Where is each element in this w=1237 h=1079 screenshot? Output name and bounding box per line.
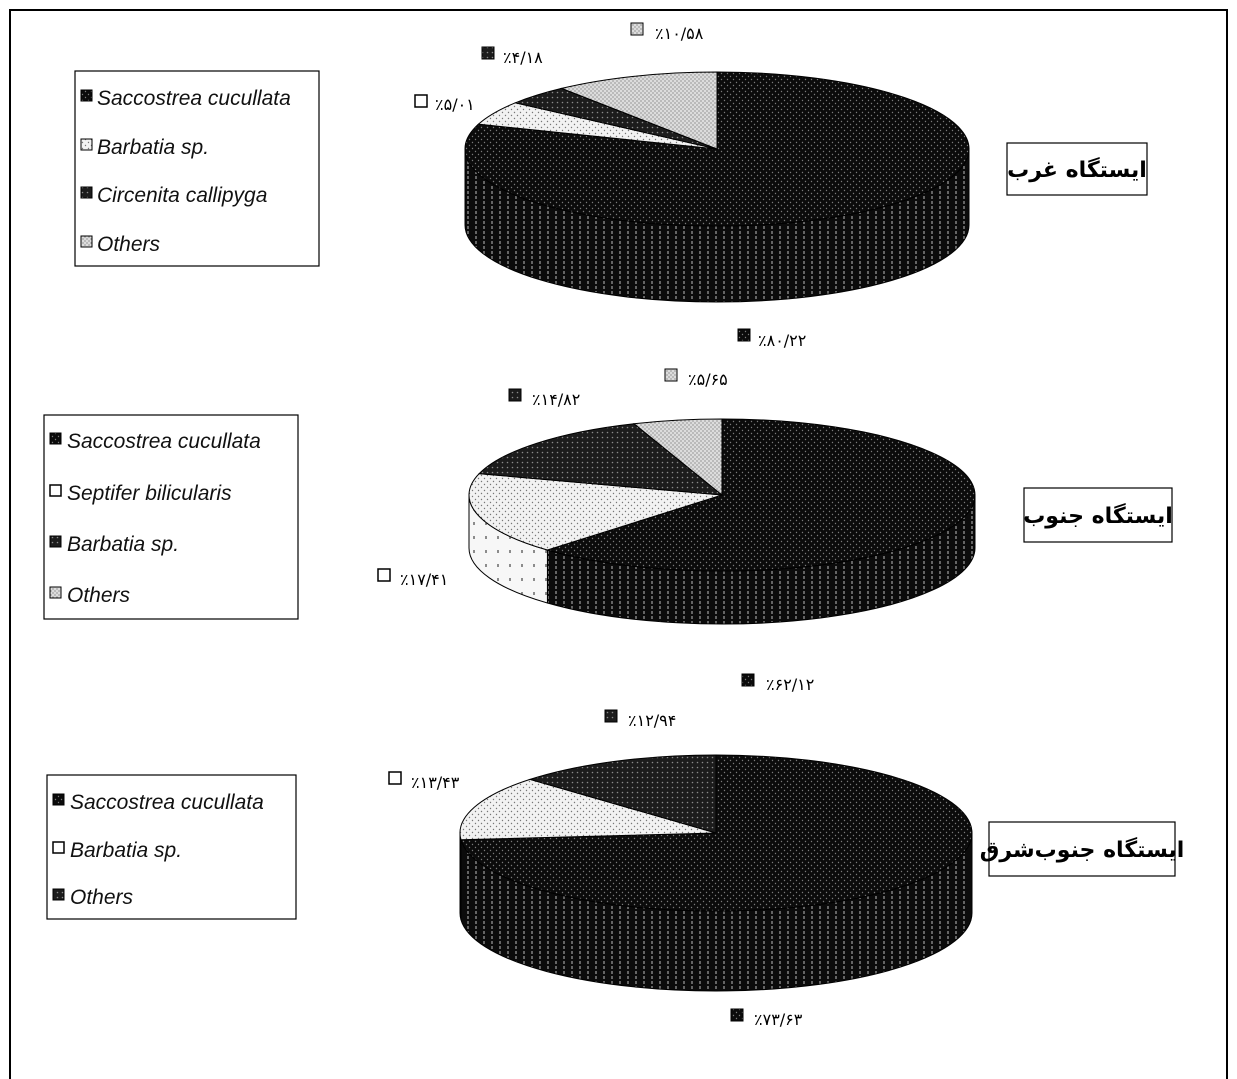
slice-septifer — [468, 473, 723, 551]
legend-label: Barbatia sp. — [97, 136, 209, 159]
data-label-swatch — [730, 1008, 744, 1022]
chart-legend: Saccostrea cucullata Septifer biliculari… — [43, 414, 299, 620]
data-label: ٪۵/۰۱ — [414, 94, 475, 114]
figure-frame — [9, 9, 1228, 1079]
legend-label: Saccostrea cucullata — [67, 430, 261, 453]
chart-title-box: ایستگاه جنوب — [1023, 487, 1173, 543]
pie-3d — [459, 754, 973, 992]
data-label: ٪۱۳/۴۳ — [388, 771, 460, 792]
pie-top-face — [464, 71, 970, 227]
legend-label: Septifer bilicularis — [67, 482, 232, 505]
data-label-swatch — [741, 673, 755, 687]
legend-box — [43, 414, 299, 620]
data-label-text: ٪۱۴/۸۲ — [532, 390, 580, 409]
data-label-text: ٪۸۰/۲۲ — [758, 331, 806, 350]
legend-swatch — [80, 138, 93, 151]
data-label-swatch — [481, 46, 495, 60]
legend-swatch — [49, 484, 62, 497]
data-label: ٪۷۳/۶۳ — [730, 1008, 803, 1029]
southeast-station-pie-chart: Saccostrea cucullata Barbatia sp. Others… — [46, 709, 1185, 1029]
data-label: ٪۸۰/۲۲ — [737, 328, 806, 350]
slice-barbatia — [478, 423, 724, 496]
data-label-swatch — [414, 94, 428, 108]
data-label-text: ٪۵/۰۱ — [435, 95, 475, 114]
data-label-text: ٪۱۰/۵۸ — [655, 24, 704, 43]
legend-swatch — [80, 89, 93, 102]
title-box — [1023, 487, 1173, 543]
data-label-swatch — [664, 368, 678, 382]
slice-others — [559, 71, 718, 150]
slice-barbatia-side — [459, 832, 462, 920]
chart-title: ایستگاه جنوب‌شرق — [980, 836, 1185, 863]
legend-swatch — [52, 888, 65, 901]
legend-swatch — [80, 186, 93, 199]
data-label-text: ٪۵/۶۵ — [688, 370, 728, 389]
slice-saccostrea — [545, 418, 976, 572]
data-label: ٪۱۲/۹۴ — [604, 709, 676, 730]
data-label-swatch — [377, 568, 391, 582]
chart-title: ایستگاه جنوب — [1023, 502, 1173, 529]
data-label-swatch — [737, 328, 751, 342]
legend-label: Circenita callipyga — [97, 184, 267, 207]
legend-label: Saccostrea cucullata — [97, 87, 291, 110]
data-label: ٪۱۷/۴۱ — [377, 568, 448, 589]
title-box — [988, 821, 1176, 877]
data-label: ٪۵/۶۵ — [664, 368, 728, 389]
legend-box — [74, 70, 320, 267]
data-label: ٪۱۴/۸۲ — [508, 388, 580, 409]
legend-label: Saccostrea cucullata — [70, 791, 264, 814]
slice-others — [528, 754, 717, 834]
west-station-pie-chart: Saccostrea cucullata Barbatia sp. Circen… — [74, 22, 1148, 350]
data-label: ٪۴/۱۸ — [481, 46, 543, 67]
legend-swatch — [52, 793, 65, 806]
legend-box — [46, 774, 297, 920]
slice-others — [632, 418, 723, 497]
pie-top-face — [468, 418, 976, 572]
legend-label: Others — [97, 233, 161, 256]
data-label: ٪۱۰/۵۸ — [630, 22, 704, 43]
data-label-swatch — [630, 22, 644, 36]
data-label-text: ٪۴/۱۸ — [503, 48, 543, 67]
legend-swatch — [52, 841, 65, 854]
legend-swatch — [80, 235, 93, 248]
data-label-swatch — [508, 388, 522, 402]
chart-title-box: ایستگاه جنوب‌شرق — [980, 821, 1185, 877]
data-label-text: ٪۱۳/۴۳ — [411, 773, 460, 792]
data-label-text: ٪۱۷/۴۱ — [400, 570, 448, 589]
data-label: ٪۶۲/۱۲ — [741, 673, 814, 694]
legend-label: Barbatia sp. — [67, 533, 179, 556]
data-label-text: ٪۷۳/۶۳ — [754, 1010, 803, 1029]
chart-legend: Saccostrea cucullata Barbatia sp. Circen… — [74, 70, 320, 267]
legend-label: Barbatia sp. — [70, 839, 182, 862]
legend-swatch — [49, 586, 62, 599]
pie-3d — [468, 418, 976, 625]
slice-barbatia — [459, 778, 717, 841]
title-box — [1006, 142, 1148, 196]
data-label-text: ٪۶۲/۱۲ — [766, 675, 814, 694]
data-label-text: ٪۱۲/۹۴ — [628, 711, 676, 730]
chart-title: ایستگاه غرب — [1007, 156, 1147, 183]
legend-swatch — [49, 535, 62, 548]
data-label-swatch — [604, 709, 618, 723]
legend-label: Others — [70, 886, 134, 909]
pie-top-face — [459, 754, 973, 912]
south-station-pie-chart: Saccostrea cucullata Septifer biliculari… — [43, 368, 1173, 694]
chart-title-box: ایستگاه غرب — [1006, 142, 1148, 196]
chart-legend: Saccostrea cucullata Barbatia sp. Others — [46, 774, 297, 920]
legend-label: Others — [67, 584, 131, 607]
data-label-swatch — [388, 771, 402, 785]
legend-swatch — [49, 432, 62, 445]
pie-3d — [464, 71, 970, 303]
